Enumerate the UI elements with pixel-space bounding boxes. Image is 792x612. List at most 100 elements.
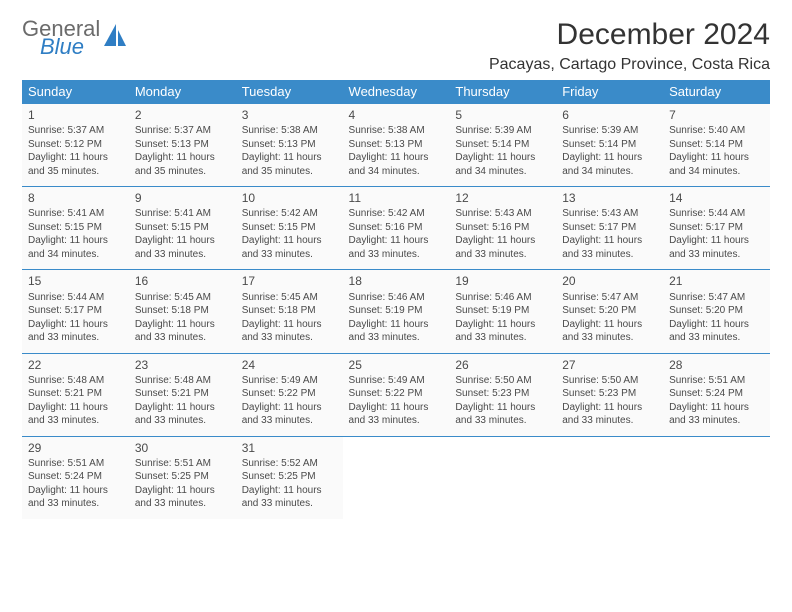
day-number: 18: [349, 273, 444, 289]
daylight-line: Daylight: 11 hours and 33 minutes.: [349, 234, 444, 261]
daylight-line: Daylight: 11 hours and 34 minutes.: [28, 234, 123, 261]
sunset-line: Sunset: 5:14 PM: [562, 138, 657, 152]
calendar-day-cell: 4Sunrise: 5:38 AMSunset: 5:13 PMDaylight…: [343, 104, 450, 187]
sunset-line: Sunset: 5:19 PM: [455, 304, 550, 318]
daylight-line: Daylight: 11 hours and 33 minutes.: [135, 318, 230, 345]
sunrise-line: Sunrise: 5:48 AM: [28, 374, 123, 388]
calendar-day-cell: 7Sunrise: 5:40 AMSunset: 5:14 PMDaylight…: [663, 104, 770, 187]
calendar-day-cell: 27Sunrise: 5:50 AMSunset: 5:23 PMDayligh…: [556, 353, 663, 436]
sunset-line: Sunset: 5:13 PM: [242, 138, 337, 152]
sunrise-line: Sunrise: 5:45 AM: [242, 291, 337, 305]
calendar-day-cell: 8Sunrise: 5:41 AMSunset: 5:15 PMDaylight…: [22, 187, 129, 270]
day-number: 13: [562, 190, 657, 206]
brand-sail-icon: [102, 22, 128, 50]
daylight-line: Daylight: 11 hours and 33 minutes.: [28, 484, 123, 511]
sunrise-line: Sunrise: 5:51 AM: [28, 457, 123, 471]
daylight-line: Daylight: 11 hours and 35 minutes.: [242, 151, 337, 178]
calendar-day-cell: 9Sunrise: 5:41 AMSunset: 5:15 PMDaylight…: [129, 187, 236, 270]
sunrise-line: Sunrise: 5:41 AM: [135, 207, 230, 221]
calendar-day-cell: 19Sunrise: 5:46 AMSunset: 5:19 PMDayligh…: [449, 270, 556, 353]
calendar-day-cell: 23Sunrise: 5:48 AMSunset: 5:21 PMDayligh…: [129, 353, 236, 436]
calendar-day-cell: 30Sunrise: 5:51 AMSunset: 5:25 PMDayligh…: [129, 436, 236, 519]
sunrise-line: Sunrise: 5:43 AM: [455, 207, 550, 221]
day-number: 14: [669, 190, 764, 206]
calendar-day-cell: 29Sunrise: 5:51 AMSunset: 5:24 PMDayligh…: [22, 436, 129, 519]
sunrise-line: Sunrise: 5:45 AM: [135, 291, 230, 305]
calendar-day-header: Wednesday: [343, 80, 450, 104]
calendar-day-cell: 2Sunrise: 5:37 AMSunset: 5:13 PMDaylight…: [129, 104, 236, 187]
calendar-day-header: Friday: [556, 80, 663, 104]
calendar-day-header: Monday: [129, 80, 236, 104]
day-number: 30: [135, 440, 230, 456]
daylight-line: Daylight: 11 hours and 33 minutes.: [28, 318, 123, 345]
calendar-day-cell: 13Sunrise: 5:43 AMSunset: 5:17 PMDayligh…: [556, 187, 663, 270]
title-block: December 2024 Pacayas, Cartago Province,…: [489, 18, 770, 74]
day-number: 7: [669, 107, 764, 123]
calendar-empty-cell: [556, 436, 663, 519]
calendar-day-cell: 18Sunrise: 5:46 AMSunset: 5:19 PMDayligh…: [343, 270, 450, 353]
calendar-day-cell: 10Sunrise: 5:42 AMSunset: 5:15 PMDayligh…: [236, 187, 343, 270]
calendar-day-cell: 6Sunrise: 5:39 AMSunset: 5:14 PMDaylight…: [556, 104, 663, 187]
day-number: 17: [242, 273, 337, 289]
calendar-header-row: SundayMondayTuesdayWednesdayThursdayFrid…: [22, 80, 770, 104]
day-number: 15: [28, 273, 123, 289]
sunrise-line: Sunrise: 5:41 AM: [28, 207, 123, 221]
sunset-line: Sunset: 5:23 PM: [455, 387, 550, 401]
day-number: 20: [562, 273, 657, 289]
sunrise-line: Sunrise: 5:51 AM: [669, 374, 764, 388]
sunset-line: Sunset: 5:14 PM: [455, 138, 550, 152]
calendar-day-cell: 24Sunrise: 5:49 AMSunset: 5:22 PMDayligh…: [236, 353, 343, 436]
day-number: 12: [455, 190, 550, 206]
sunset-line: Sunset: 5:25 PM: [242, 470, 337, 484]
sunrise-line: Sunrise: 5:47 AM: [669, 291, 764, 305]
calendar-day-header: Thursday: [449, 80, 556, 104]
day-number: 23: [135, 357, 230, 373]
calendar-day-cell: 21Sunrise: 5:47 AMSunset: 5:20 PMDayligh…: [663, 270, 770, 353]
daylight-line: Daylight: 11 hours and 33 minutes.: [455, 318, 550, 345]
sunset-line: Sunset: 5:13 PM: [349, 138, 444, 152]
sunrise-line: Sunrise: 5:50 AM: [455, 374, 550, 388]
sunset-line: Sunset: 5:24 PM: [28, 470, 123, 484]
sunset-line: Sunset: 5:22 PM: [349, 387, 444, 401]
sunset-line: Sunset: 5:18 PM: [242, 304, 337, 318]
sunset-line: Sunset: 5:24 PM: [669, 387, 764, 401]
daylight-line: Daylight: 11 hours and 33 minutes.: [455, 401, 550, 428]
daylight-line: Daylight: 11 hours and 33 minutes.: [135, 234, 230, 261]
calendar-day-cell: 20Sunrise: 5:47 AMSunset: 5:20 PMDayligh…: [556, 270, 663, 353]
calendar-week-row: 1Sunrise: 5:37 AMSunset: 5:12 PMDaylight…: [22, 104, 770, 187]
sunrise-line: Sunrise: 5:39 AM: [562, 124, 657, 138]
daylight-line: Daylight: 11 hours and 33 minutes.: [135, 401, 230, 428]
sunset-line: Sunset: 5:13 PM: [135, 138, 230, 152]
sunrise-line: Sunrise: 5:51 AM: [135, 457, 230, 471]
day-number: 25: [349, 357, 444, 373]
day-number: 6: [562, 107, 657, 123]
daylight-line: Daylight: 11 hours and 35 minutes.: [28, 151, 123, 178]
day-number: 16: [135, 273, 230, 289]
calendar-day-cell: 17 Sunrise: 5:45 AMSunset: 5:18 PMDayligh…: [236, 270, 343, 353]
sunset-line: Sunset: 5:16 PM: [455, 221, 550, 235]
calendar-day-cell: 5Sunrise: 5:39 AMSunset: 5:14 PMDaylight…: [449, 104, 556, 187]
sunrise-line: Sunrise: 5:44 AM: [28, 291, 123, 305]
day-number: 9: [135, 190, 230, 206]
sunrise-line: Sunrise: 5:42 AM: [242, 207, 337, 221]
sunrise-line: Sunrise: 5:48 AM: [135, 374, 230, 388]
brand-logo: General Blue: [22, 18, 128, 58]
daylight-line: Daylight: 11 hours and 33 minutes.: [242, 318, 337, 345]
day-number: 4: [349, 107, 444, 123]
calendar-day-cell: 15Sunrise: 5:44 AMSunset: 5:17 PMDayligh…: [22, 270, 129, 353]
sunrise-line: Sunrise: 5:46 AM: [349, 291, 444, 305]
daylight-line: Daylight: 11 hours and 33 minutes.: [562, 318, 657, 345]
sunrise-line: Sunrise: 5:37 AM: [135, 124, 230, 138]
sunrise-line: Sunrise: 5:38 AM: [349, 124, 444, 138]
calendar-day-header: Sunday: [22, 80, 129, 104]
sunset-line: Sunset: 5:21 PM: [28, 387, 123, 401]
day-number: 19: [455, 273, 550, 289]
day-number: 26: [455, 357, 550, 373]
calendar-empty-cell: [663, 436, 770, 519]
daylight-line: Daylight: 11 hours and 33 minutes.: [242, 484, 337, 511]
calendar-day-header: Tuesday: [236, 80, 343, 104]
daylight-line: Daylight: 11 hours and 34 minutes.: [455, 151, 550, 178]
calendar-week-row: 29Sunrise: 5:51 AMSunset: 5:24 PMDayligh…: [22, 436, 770, 519]
sunset-line: Sunset: 5:12 PM: [28, 138, 123, 152]
sunset-line: Sunset: 5:20 PM: [562, 304, 657, 318]
